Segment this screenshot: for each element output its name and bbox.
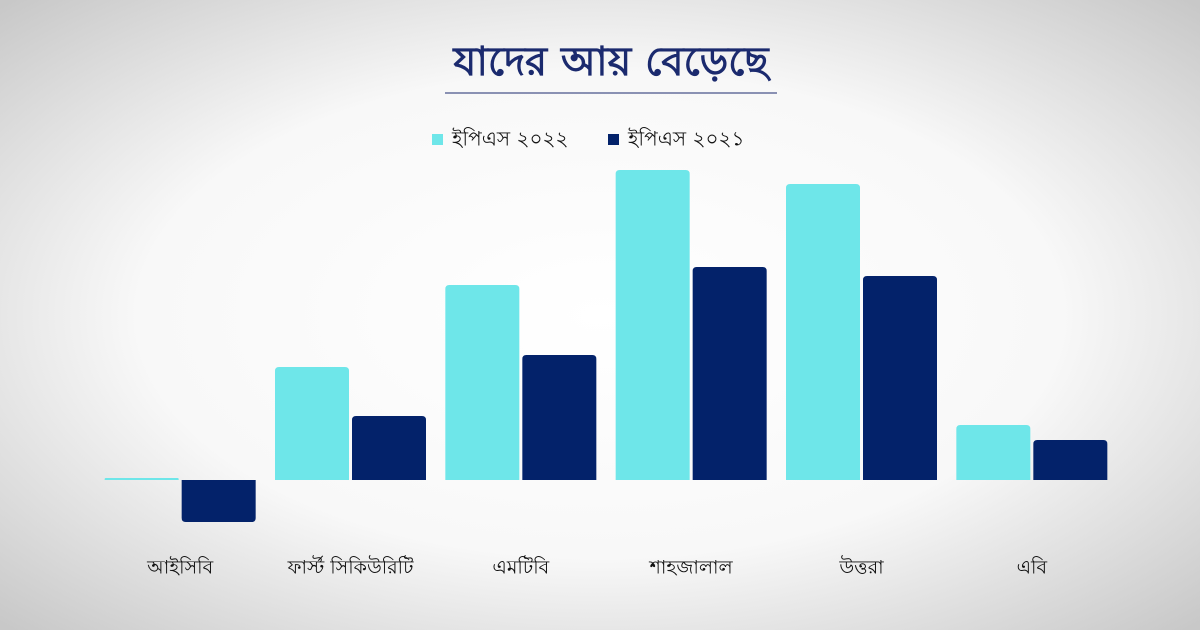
x-tick-label: শাহজালাল	[649, 557, 734, 579]
bar	[352, 416, 426, 480]
x-tick-label: এবি	[1017, 557, 1048, 579]
bar	[275, 367, 349, 480]
x-tick-label: ফার্স্ট সিকিউরিটি	[287, 555, 415, 578]
legend-swatch	[608, 134, 619, 145]
bar	[445, 285, 520, 480]
bar	[104, 478, 179, 480]
bar	[522, 355, 597, 480]
legend-swatch	[432, 134, 443, 145]
bar	[863, 276, 937, 480]
bar	[181, 480, 256, 522]
bar	[1033, 440, 1108, 480]
x-tick-label: এমটিবি	[492, 556, 549, 579]
chart-title: যাদের আয় বেড়েছে	[451, 39, 771, 85]
legend-label: ইপিএস ২০২২	[451, 127, 569, 151]
bar	[786, 184, 860, 480]
bar	[692, 267, 767, 480]
bar	[615, 170, 690, 480]
legend-label: ইপিএস ২০২১	[627, 127, 744, 151]
bar	[956, 425, 1031, 480]
x-tick-label: আইসিবি	[146, 557, 213, 579]
x-tick-label: উত্তরা	[838, 556, 884, 579]
